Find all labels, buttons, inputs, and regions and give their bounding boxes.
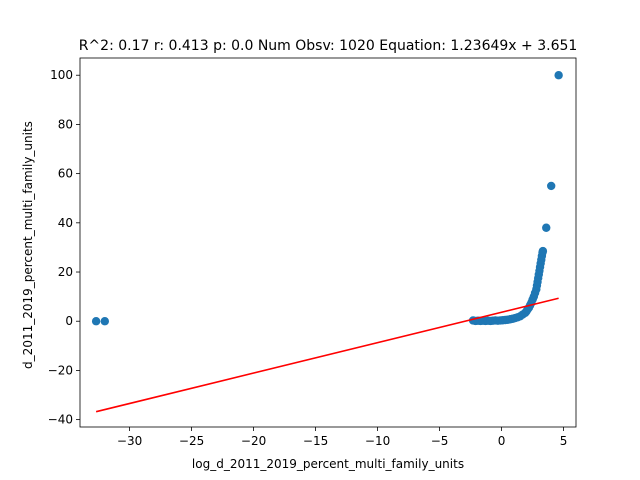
y-tick-label: 80 [58,117,73,131]
y-tick-label: −40 [48,413,73,427]
y-tick-label: −20 [48,363,73,377]
chart-title: R^2: 0.17 r: 0.413 p: 0.0 Num Obsv: 1020… [79,38,578,54]
x-tick-label: −15 [303,434,328,448]
x-tick-label: 0 [498,434,506,448]
x-axis-title: log_d_2011_2019_percent_multi_family_uni… [192,457,464,471]
data-point [538,246,548,256]
data-point [554,71,563,80]
data-point [542,223,551,232]
x-tick-label: −5 [431,434,449,448]
x-tick-label: 5 [560,434,568,448]
y-tick-label: 20 [58,265,73,279]
data-point [100,317,110,326]
x-tick-label: −10 [365,434,390,448]
data-point [91,317,101,326]
y-tick-label: 60 [58,167,73,181]
y-tick-label: 0 [65,314,73,328]
regression-line [95,297,559,413]
plot-area [91,71,563,413]
y-axis-title: d_2011_2019_percent_multi_family_units [21,121,35,369]
y-tick-label: 40 [58,216,73,230]
data-point [547,181,556,191]
x-tick-label: −30 [117,434,142,448]
x-tick-label: −20 [241,434,266,448]
axes: −30 −25 −20 −15 −10 −5 0 5 −40 −20 0 20 40 60 80 100 [48,57,577,448]
x-tick-label: −25 [179,434,204,448]
axes-frame [79,57,577,428]
y-tick-label: 100 [50,68,73,82]
